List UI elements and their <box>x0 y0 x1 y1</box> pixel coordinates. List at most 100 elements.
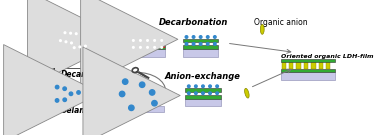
Bar <box>57 39 73 44</box>
Bar <box>326 62 330 69</box>
Circle shape <box>199 36 202 38</box>
Circle shape <box>214 36 216 38</box>
Circle shape <box>55 99 59 102</box>
Bar <box>183 38 218 42</box>
Bar <box>183 45 218 49</box>
Ellipse shape <box>260 24 264 34</box>
Circle shape <box>199 43 202 45</box>
Circle shape <box>122 79 128 84</box>
Circle shape <box>185 36 188 38</box>
Circle shape <box>139 82 145 87</box>
Circle shape <box>147 40 148 41</box>
Circle shape <box>216 92 218 94</box>
Circle shape <box>154 40 155 41</box>
Bar <box>130 46 165 48</box>
Bar <box>130 38 165 42</box>
Bar <box>130 49 165 57</box>
Text: Decarbonation: Decarbonation <box>159 18 228 27</box>
Bar <box>319 62 323 69</box>
Text: Anion-exchange: Anion-exchange <box>164 72 240 81</box>
Circle shape <box>187 92 190 94</box>
Circle shape <box>154 47 155 48</box>
Circle shape <box>64 32 66 34</box>
Text: II: II <box>51 68 56 77</box>
Circle shape <box>206 43 209 45</box>
Bar <box>281 59 335 62</box>
Bar <box>110 106 164 112</box>
Circle shape <box>209 92 211 94</box>
Bar <box>185 99 221 106</box>
Circle shape <box>192 43 195 45</box>
Text: Delamination: Delamination <box>60 106 118 115</box>
Circle shape <box>209 85 211 88</box>
Circle shape <box>85 45 86 47</box>
Text: Organic anion: Organic anion <box>254 18 307 27</box>
Circle shape <box>202 85 204 88</box>
Circle shape <box>70 32 71 34</box>
Bar <box>70 42 88 52</box>
Circle shape <box>133 40 134 41</box>
Circle shape <box>192 36 195 38</box>
Bar <box>71 45 87 49</box>
Bar <box>185 95 221 99</box>
Circle shape <box>152 101 157 106</box>
Circle shape <box>77 91 80 94</box>
Bar <box>304 62 308 69</box>
Circle shape <box>79 46 81 48</box>
Circle shape <box>187 85 190 88</box>
Bar <box>282 62 286 69</box>
Bar <box>296 62 301 69</box>
Circle shape <box>73 47 75 48</box>
Circle shape <box>161 40 163 41</box>
Bar <box>53 96 68 104</box>
Circle shape <box>149 90 155 95</box>
Circle shape <box>147 47 148 48</box>
Circle shape <box>161 47 163 48</box>
FancyBboxPatch shape <box>50 20 102 68</box>
Circle shape <box>195 85 197 88</box>
Circle shape <box>185 43 188 45</box>
Ellipse shape <box>108 72 166 109</box>
Bar <box>120 86 130 90</box>
Circle shape <box>214 43 216 45</box>
Bar <box>124 98 134 103</box>
Circle shape <box>139 40 141 41</box>
Circle shape <box>75 33 77 35</box>
Circle shape <box>63 87 67 90</box>
Bar <box>135 103 146 107</box>
Text: Oriented organic LDH-film: Oriented organic LDH-film <box>281 54 373 59</box>
Circle shape <box>139 47 141 48</box>
Text: Decarbonation: Decarbonation <box>60 70 124 79</box>
Bar <box>66 89 82 98</box>
Bar <box>281 72 335 80</box>
Bar <box>56 36 74 47</box>
Circle shape <box>63 98 67 102</box>
Circle shape <box>202 92 204 94</box>
Circle shape <box>119 91 125 97</box>
Circle shape <box>206 36 209 38</box>
Circle shape <box>195 92 197 94</box>
Circle shape <box>71 42 72 44</box>
Circle shape <box>216 85 218 88</box>
Bar <box>289 62 293 69</box>
Circle shape <box>56 85 59 89</box>
Circle shape <box>129 105 134 111</box>
Bar <box>281 69 335 72</box>
Bar <box>52 83 69 92</box>
Bar <box>130 45 165 49</box>
Circle shape <box>133 47 134 48</box>
Bar <box>311 62 316 69</box>
Ellipse shape <box>245 88 249 98</box>
Bar <box>183 49 218 57</box>
Bar <box>62 31 77 35</box>
Circle shape <box>69 92 73 96</box>
Bar <box>61 29 79 37</box>
Circle shape <box>65 41 67 43</box>
Bar <box>132 95 142 99</box>
Bar <box>130 40 165 41</box>
Bar <box>185 88 221 92</box>
Circle shape <box>60 40 61 41</box>
Text: I: I <box>107 33 109 41</box>
Text: $\mathbf{CO_3^{2-}}$ LDH: $\mathbf{CO_3^{2-}}$ LDH <box>51 21 92 34</box>
Bar <box>141 85 152 90</box>
